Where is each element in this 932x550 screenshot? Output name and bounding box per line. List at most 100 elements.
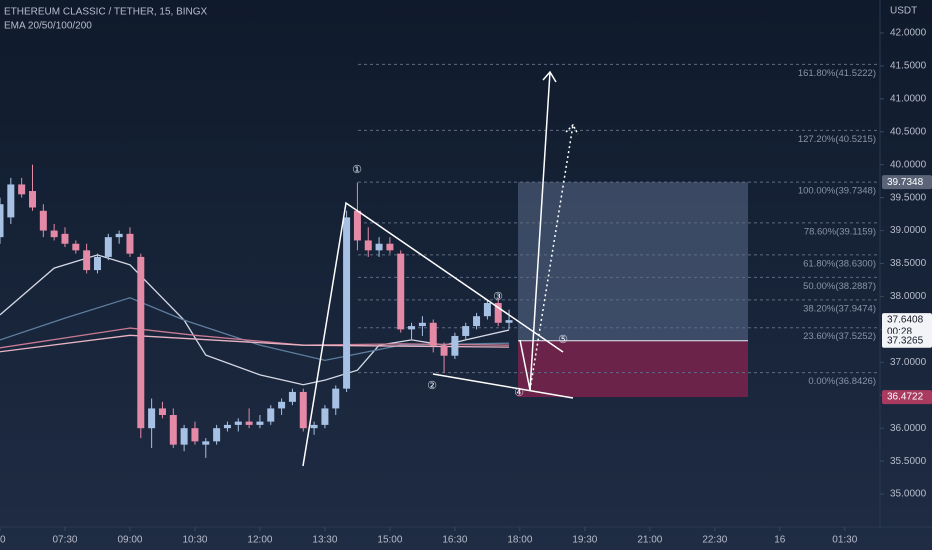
x-tick-label: 10:30 xyxy=(182,535,207,546)
candle-body xyxy=(256,421,264,425)
candles xyxy=(0,164,513,458)
candle-body xyxy=(202,441,210,445)
x-tick-label: 00 xyxy=(0,535,6,546)
target-zone xyxy=(518,182,748,341)
candle-body xyxy=(375,243,383,251)
candle-body xyxy=(321,408,329,425)
chart-title: ETHEREUM CLASSIC / TETHER, 15, BINGX xyxy=(4,7,208,18)
candle-body xyxy=(473,316,481,327)
candle-body xyxy=(0,204,4,238)
candle-body xyxy=(429,322,437,346)
wave-label: ② xyxy=(427,380,437,392)
candle-body xyxy=(148,408,156,429)
x-tick-label: 19:30 xyxy=(572,535,597,546)
candle-body xyxy=(364,240,372,251)
candle-body xyxy=(332,388,340,409)
candle-body xyxy=(137,256,145,429)
stop-label: 36.4722 xyxy=(887,392,924,403)
candle-body xyxy=(267,408,275,422)
candle-body xyxy=(213,428,221,442)
x-tick-label: 18:00 xyxy=(507,535,532,546)
fib-label: 38.20%(37.9474) xyxy=(803,303,876,314)
y-tick-label: 42.0000 xyxy=(890,28,927,39)
fib-label: 100.00%(39.7348) xyxy=(798,186,876,197)
x-tick-label: 15:00 xyxy=(377,535,402,546)
price-badge xyxy=(882,333,932,348)
fib-label: 127.20%(40.5215) xyxy=(798,134,876,145)
wave-label: ⑤ xyxy=(558,334,568,346)
fib-label: 50.00%(38.2887) xyxy=(803,281,876,292)
candle-body xyxy=(234,421,242,425)
candle-body xyxy=(440,345,448,356)
wave-label: ① xyxy=(352,164,362,176)
candle-body xyxy=(83,250,91,271)
candle-body xyxy=(50,230,58,238)
candle-body xyxy=(28,191,36,208)
y-tick-label: 41.5000 xyxy=(890,61,927,72)
candle-body xyxy=(353,210,361,241)
price-badge xyxy=(882,175,932,190)
y-tick-label: 40.0000 xyxy=(890,159,927,170)
ema-line xyxy=(0,297,510,362)
candle-body xyxy=(39,210,47,231)
y-tick-label: 41.0000 xyxy=(890,93,927,104)
price-badge-label: 39.7348 xyxy=(887,177,924,188)
x-tick-label: 07:30 xyxy=(52,535,77,546)
candle-body xyxy=(61,233,69,244)
fib-label: 61.80%(38.6300) xyxy=(803,258,876,269)
y-tick-label: 39.5000 xyxy=(890,192,927,203)
countdown-label: 00:28 xyxy=(887,327,912,338)
arrow-head xyxy=(542,70,557,83)
candle-body xyxy=(104,237,112,257)
fib-label: 78.60%(39.1159) xyxy=(804,226,876,237)
stop-zone xyxy=(518,340,748,398)
x-tick-label: 12:00 xyxy=(247,535,272,546)
y-tick-label: 35.0000 xyxy=(890,489,927,500)
wave-label: ④ xyxy=(514,387,524,399)
entry-label: 37.3265 xyxy=(887,335,924,346)
candle-body xyxy=(93,256,101,271)
candle-body xyxy=(386,243,394,251)
wave-drawing xyxy=(302,70,579,467)
candle-body xyxy=(191,428,199,442)
arrow-head xyxy=(565,123,579,135)
candle-body xyxy=(7,184,15,218)
x-tick-label: 16 xyxy=(774,535,786,546)
y-tick-label: 38.0000 xyxy=(890,291,927,302)
y-tick-label: 36.0000 xyxy=(890,423,927,434)
wave-label: ③ xyxy=(493,291,503,303)
wave-line xyxy=(302,201,564,467)
position-box xyxy=(518,182,748,398)
wave-line xyxy=(432,373,574,399)
candle-body xyxy=(223,424,231,429)
x-tick-label: 01:30 xyxy=(832,535,857,546)
x-tick-label: 13:30 xyxy=(312,535,337,546)
fib-label: 0.00%(36.8426) xyxy=(808,376,876,387)
candle-body xyxy=(343,217,351,389)
candle-body xyxy=(158,408,166,416)
candle-body xyxy=(462,326,470,336)
candle-body xyxy=(278,401,286,409)
candle-body xyxy=(169,415,177,445)
candle-body xyxy=(494,303,502,323)
candle-body xyxy=(483,303,491,317)
indicator-label: EMA 20/50/100/200 xyxy=(4,21,92,32)
candle-body xyxy=(310,424,318,429)
ema-line xyxy=(0,327,510,349)
candle-body xyxy=(451,335,459,356)
candle-body xyxy=(299,391,307,429)
candle-body xyxy=(418,322,426,327)
candle-body xyxy=(288,391,296,402)
y-tick-label: 38.5000 xyxy=(890,258,927,269)
candle-body xyxy=(180,428,188,445)
fib-levels: 161.80%(41.5222) 127.20%(40.5215) 100.00%(… xyxy=(358,63,880,387)
x-tick-label: 22:30 xyxy=(702,535,727,546)
y-tick-label: 40.5000 xyxy=(890,126,927,137)
candle-body xyxy=(126,233,134,254)
y-tick-label: 39.0000 xyxy=(890,225,927,236)
x-tick-label: 16:30 xyxy=(442,535,467,546)
candle-body xyxy=(115,233,123,238)
